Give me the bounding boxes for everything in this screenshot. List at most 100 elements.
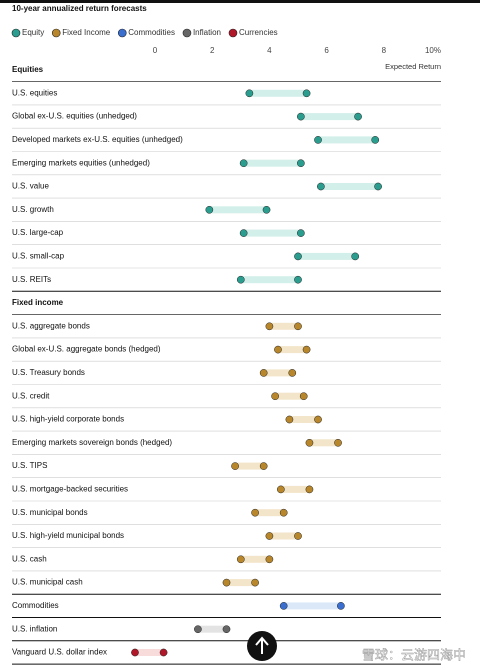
high-dot [159, 648, 168, 657]
low-dot [236, 555, 245, 564]
range-band [240, 276, 298, 284]
legend-swatch [117, 28, 127, 38]
row-label: U.S. growth [12, 205, 54, 214]
range-band [300, 113, 359, 121]
range-band [269, 322, 298, 330]
x-tick-label: 6 [324, 46, 329, 55]
row-label: Emerging markets sovereign bonds (hedged… [12, 438, 172, 447]
row-label: U.S. high-yield corporate bonds [12, 415, 124, 424]
range-band [235, 462, 264, 470]
x-tick-label: 10% [425, 46, 441, 55]
low-dot [276, 485, 285, 494]
high-dot [297, 159, 305, 168]
high-dot [337, 602, 345, 610]
range-band [243, 159, 301, 167]
high-dot [294, 322, 302, 331]
high-dot [294, 532, 302, 540]
row-label: U.S. small-cap [12, 252, 65, 261]
section-heading: Fixed income [12, 298, 64, 307]
row-label: Emerging markets equities (unhedged) [12, 158, 150, 167]
low-dot [305, 438, 314, 447]
low-dot [274, 345, 282, 354]
range-band [318, 136, 376, 144]
legend-swatch [182, 28, 192, 38]
row-label: U.S. value [12, 182, 49, 191]
low-dot [265, 532, 274, 540]
high-dot [302, 345, 311, 354]
low-dot [251, 508, 259, 517]
low-dot [231, 462, 239, 470]
row-label: U.S. municipal cash [12, 578, 83, 587]
range-band [269, 532, 298, 540]
row-label: U.S. equities [12, 88, 57, 97]
low-dot [314, 136, 322, 144]
legend-swatch [228, 28, 238, 38]
low-dot [285, 415, 294, 424]
low-dot [245, 89, 254, 98]
high-dot [374, 182, 382, 191]
axis-label: Expected Return [385, 62, 441, 71]
low-dot [131, 648, 139, 657]
range-band [197, 625, 227, 633]
range-band [240, 555, 270, 563]
range-band [263, 369, 293, 377]
legend-label: Equity [22, 28, 44, 37]
row-label: U.S. REITs [12, 275, 51, 284]
range-band [283, 602, 341, 610]
legend-swatch [11, 28, 21, 38]
row-label: U.S. credit [12, 391, 50, 400]
high-dot [351, 252, 360, 261]
watermark: 雪球：云游四海中 [362, 647, 466, 662]
high-dot [297, 229, 305, 237]
low-dot [265, 322, 274, 331]
high-dot [334, 438, 342, 447]
low-dot [194, 625, 202, 634]
low-dot [271, 392, 279, 401]
range-band [320, 183, 379, 190]
low-dot [279, 602, 288, 610]
low-dot [297, 112, 305, 121]
row-label: Global ex-U.S. aggregate bonds (hedged) [12, 345, 161, 354]
range-band [289, 416, 319, 423]
range-band [209, 206, 267, 214]
row-label: U.S. mortgage-backed securities [12, 485, 128, 494]
legend-swatch [51, 28, 61, 38]
low-dot [294, 252, 302, 261]
row-label: U.S. aggregate bonds [12, 321, 90, 330]
row-label: U.S. high-yield municipal bonds [12, 531, 124, 540]
x-tick-label: 8 [382, 46, 387, 55]
row-label: Commodities [12, 601, 59, 610]
x-tick-label: 4 [267, 46, 272, 55]
high-dot [314, 415, 322, 424]
low-dot [317, 182, 325, 191]
top-rule [0, 0, 480, 3]
high-dot [288, 369, 297, 377]
low-dot [239, 229, 248, 237]
legend-label: Currencies [239, 28, 278, 37]
high-dot [265, 555, 274, 564]
high-dot [299, 392, 308, 401]
row-label: U.S. cash [12, 554, 47, 563]
range-band [134, 649, 164, 656]
low-dot [205, 205, 214, 214]
range-band [255, 509, 284, 517]
row-label: U.S. Treasury bonds [12, 368, 85, 377]
range-band [309, 439, 339, 447]
chart-title: 10-year annualized return forecasts [12, 4, 147, 13]
low-dot [259, 369, 268, 377]
low-dot [239, 159, 248, 168]
range-band [249, 89, 307, 97]
row-label: Global ex-U.S. equities (unhedged) [12, 112, 137, 121]
scroll-top-button[interactable] [247, 631, 277, 661]
x-tick-label: 2 [210, 46, 215, 55]
high-dot [302, 89, 311, 98]
high-dot [294, 275, 302, 284]
low-dot [236, 275, 245, 284]
legend-label: Inflation [193, 28, 221, 37]
section-heading: Equities [12, 65, 44, 74]
high-dot [279, 508, 288, 517]
row-label: U.S. inflation [12, 624, 57, 633]
x-tick-label: 0 [153, 46, 158, 55]
legend-label: Commodities [128, 28, 175, 37]
